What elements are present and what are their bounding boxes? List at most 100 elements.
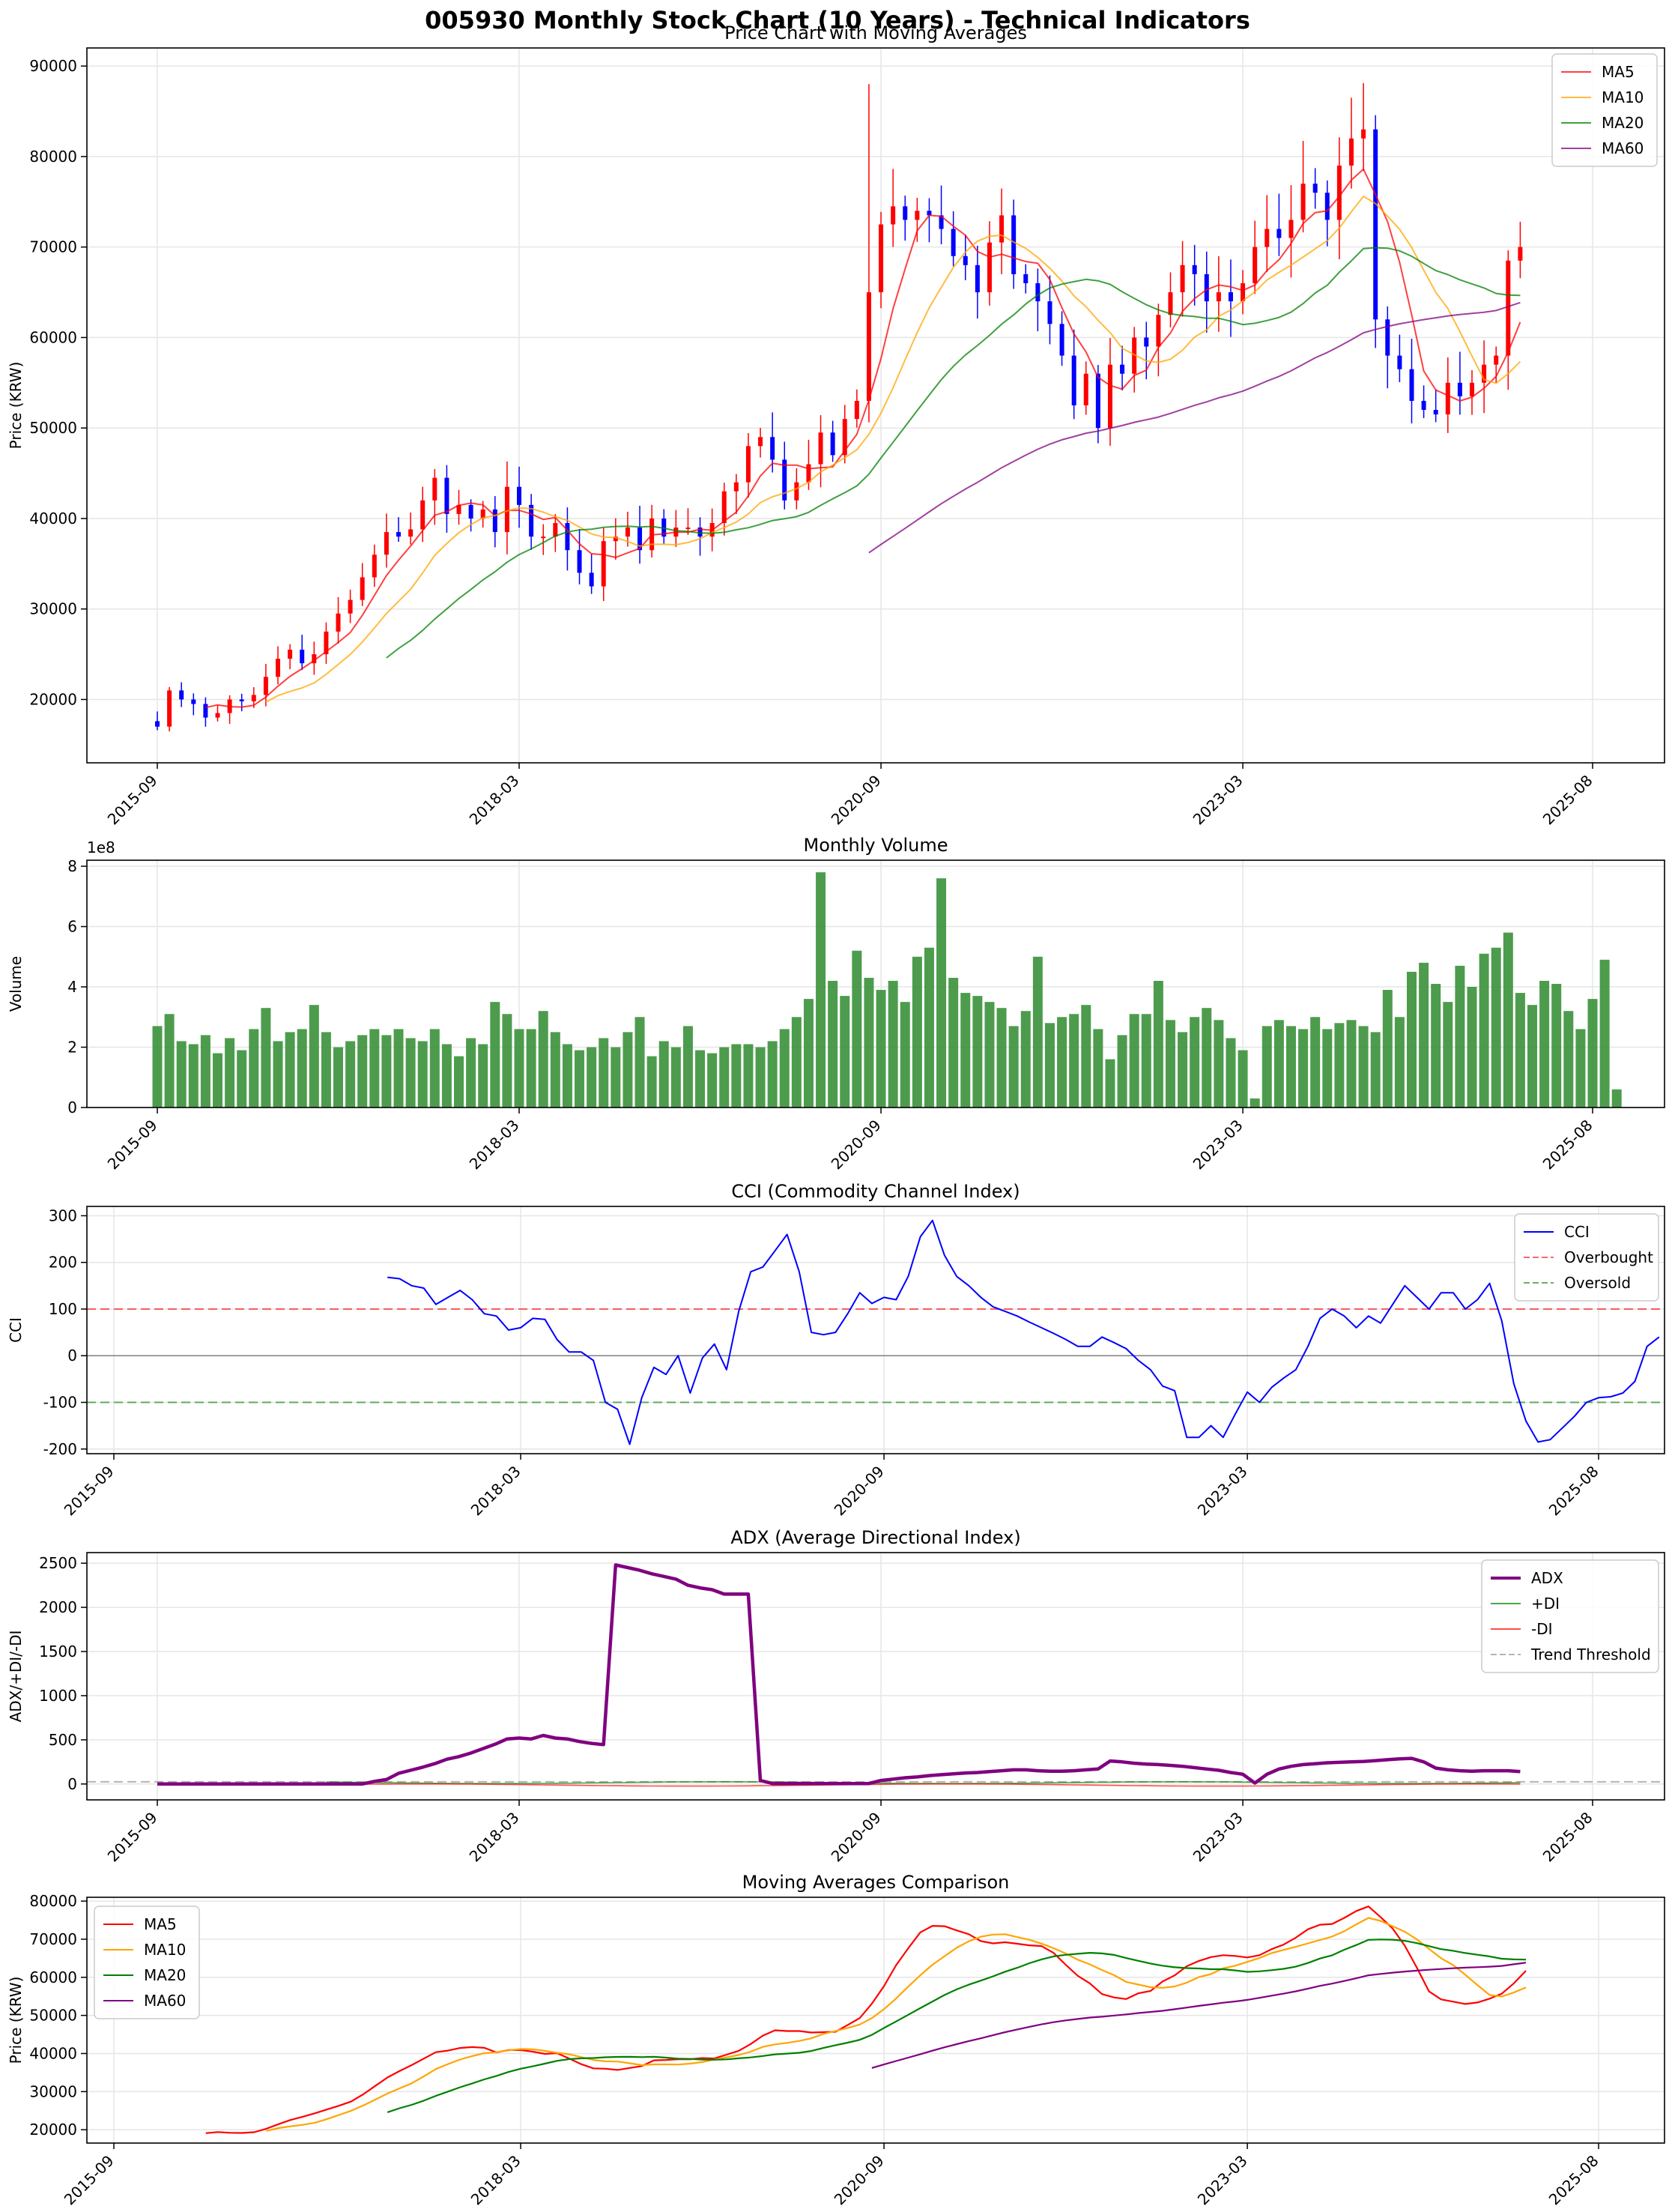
y-tick-label: 0 <box>67 1347 77 1365</box>
panel-1: 20000 30000 40000 50000 60000 70000 80000 90000… <box>7 22 1665 828</box>
candle-body <box>565 522 570 551</box>
volume-bar <box>888 980 898 1107</box>
volume-bar <box>381 1035 392 1107</box>
volume-bar <box>1261 1026 1272 1107</box>
candle-body <box>492 509 497 533</box>
volume-bar <box>900 1002 910 1107</box>
y-tick-label: 70000 <box>29 1930 77 1948</box>
volume-bar <box>1467 987 1477 1107</box>
y-tick-label: 70000 <box>29 238 77 256</box>
panel-background <box>87 1206 1665 1454</box>
candle-body <box>1180 265 1185 293</box>
candle-body <box>854 400 859 420</box>
volume-bar <box>743 1044 754 1107</box>
candle-body <box>529 504 534 537</box>
ma5-line <box>205 168 1521 709</box>
volume-bar <box>1358 1026 1369 1107</box>
panel-title: Monthly Volume <box>804 835 948 856</box>
candle-body <box>577 550 582 573</box>
volume-bar <box>587 1047 597 1107</box>
x-tick-label: 2020-09 <box>828 1808 885 1865</box>
candle-body <box>1035 282 1041 302</box>
volume-bar <box>611 1047 621 1107</box>
candle-body <box>155 721 160 727</box>
volume-bar <box>1178 1032 1188 1107</box>
y-tick-label: 2 <box>67 1039 77 1057</box>
candle-body <box>360 577 365 600</box>
legend-label: MA5 <box>144 1915 177 1933</box>
panel-5: 20000 30000 40000 50000 60000 70000 80000 2015-… <box>7 1872 1665 2208</box>
candle-body <box>987 242 992 293</box>
candle-body <box>480 509 485 519</box>
legend-label: MA10 <box>1602 88 1644 106</box>
volume-bar <box>164 1014 175 1107</box>
candle-body <box>1421 400 1426 411</box>
panel-title: CCI (Commodity Channel Index) <box>731 1181 1020 1202</box>
volume-bar <box>1503 932 1513 1107</box>
legend: MA5 MA10 MA20 MA60 <box>1551 53 1658 167</box>
candle-body <box>336 613 341 632</box>
volume-bar <box>1527 1005 1537 1107</box>
x-tick-label: 2025-08 <box>1539 1808 1596 1865</box>
candle-body <box>891 206 896 225</box>
y-tick-label: 90000 <box>29 57 77 75</box>
y-tick-label: 1500 <box>39 1643 77 1660</box>
candle-body <box>1336 165 1342 220</box>
candle-body <box>1445 382 1450 415</box>
y-axis-label: Price (KRW) <box>7 1977 25 2064</box>
x-tick-label: 2015-09 <box>104 1808 161 1865</box>
volume-bar <box>441 1044 452 1107</box>
y-tick-label: 6 <box>67 918 77 936</box>
chart-main-title: 005930 Monthly Stock Chart (10 Years) - … <box>425 6 1250 34</box>
candle-body <box>468 504 473 519</box>
volume-bar <box>575 1050 585 1107</box>
volume-bar <box>237 1050 247 1107</box>
volume-bar <box>623 1032 633 1107</box>
candle-body <box>384 532 389 555</box>
y-tick-label: 0 <box>67 1775 77 1793</box>
candle-body <box>1168 292 1173 315</box>
volume-bar <box>1238 1050 1248 1107</box>
panel-title: ADX (Average Directional Index) <box>730 1527 1020 1548</box>
volume-bar <box>369 1029 380 1107</box>
candle-body <box>794 482 799 501</box>
volume-bar <box>1310 1017 1321 1107</box>
volume-bar <box>321 1032 331 1107</box>
candle-body <box>951 229 956 256</box>
y-tick-label: 1000 <box>39 1687 77 1705</box>
panel-frame <box>86 1552 1665 1801</box>
volume-bar <box>562 1044 572 1107</box>
y-tick-label: 4 <box>67 978 77 996</box>
volume-bar <box>948 977 959 1107</box>
volume-bar <box>1117 1035 1127 1107</box>
candle-body <box>312 654 317 664</box>
volume-bar <box>1057 1017 1067 1107</box>
candle-body <box>1132 337 1137 374</box>
panel-background <box>87 48 1665 763</box>
volume-bar <box>1539 980 1550 1107</box>
candle-body <box>1361 129 1366 139</box>
candle-body <box>239 699 244 701</box>
candle-body <box>1469 382 1474 396</box>
volume-bar <box>1008 1026 1019 1107</box>
y-tick-label: 40000 <box>29 2044 77 2062</box>
x-tick-label: 2018-03 <box>467 1462 524 1519</box>
ma10-line <box>265 196 1521 704</box>
volume-bar <box>1491 947 1501 1107</box>
candle-body <box>517 486 522 505</box>
candle-body <box>1506 260 1511 356</box>
legend-label: -DI <box>1531 1620 1553 1638</box>
volume-bar <box>417 1041 428 1107</box>
candle-body <box>613 537 618 542</box>
volume-bar <box>1551 984 1562 1107</box>
candle-body <box>324 631 329 655</box>
x-tick-label: 2020-09 <box>828 771 885 828</box>
candle-body <box>963 256 968 265</box>
y-tick-label: -200 <box>43 1440 77 1458</box>
volume-bar <box>876 990 886 1107</box>
volume-bar <box>1322 1029 1333 1107</box>
volume-bar <box>152 1026 163 1107</box>
panel-frame <box>86 859 1665 1108</box>
volume-bar <box>1129 1014 1139 1107</box>
